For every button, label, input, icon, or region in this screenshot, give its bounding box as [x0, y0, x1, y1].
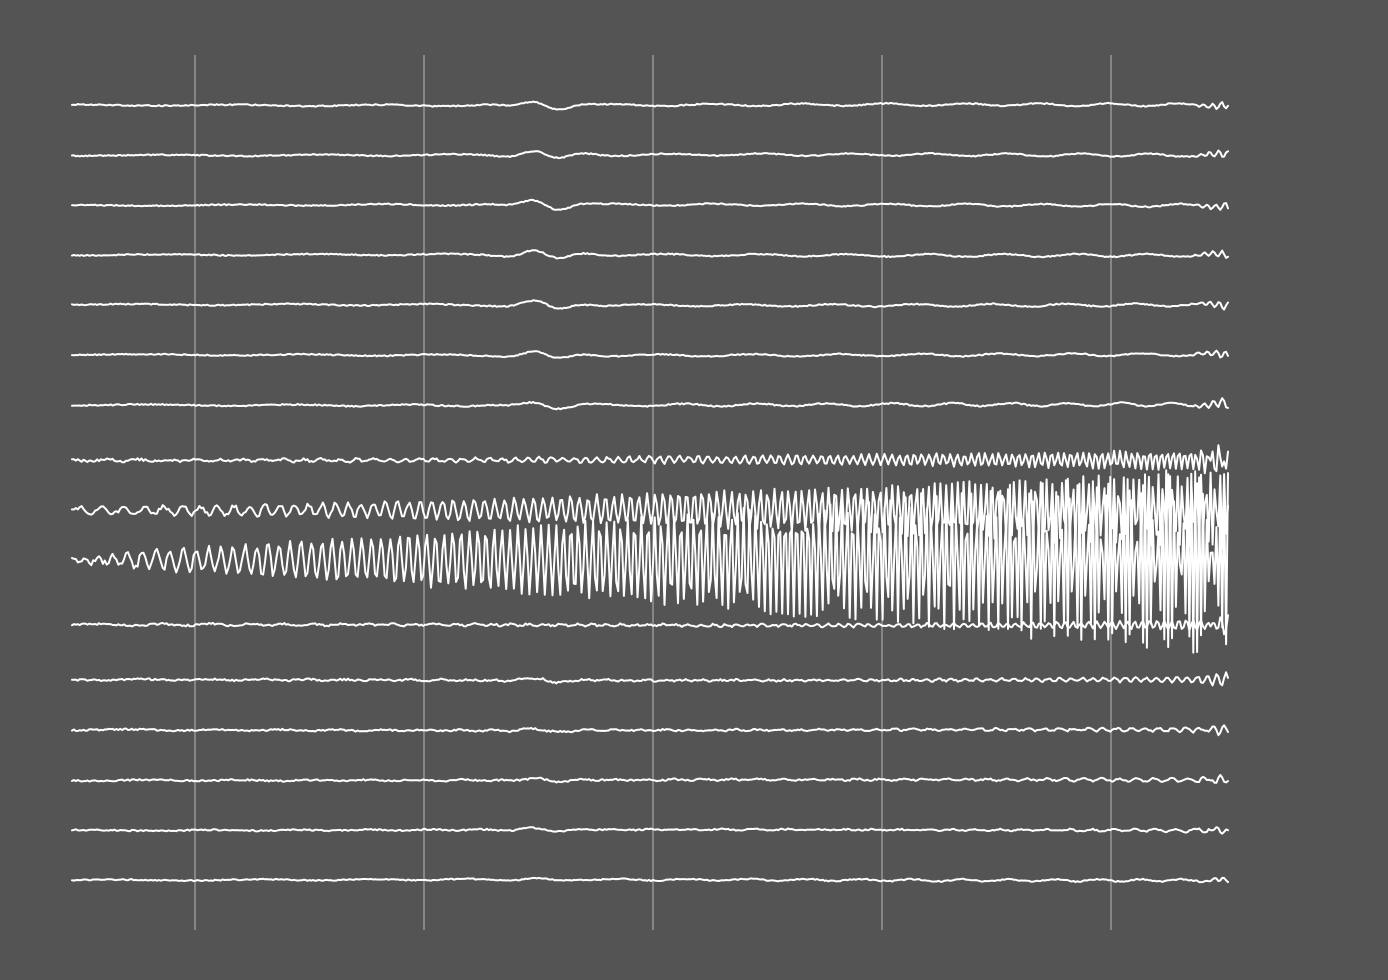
eeg-waveform-chart [0, 0, 1388, 980]
chart-background [0, 0, 1388, 980]
